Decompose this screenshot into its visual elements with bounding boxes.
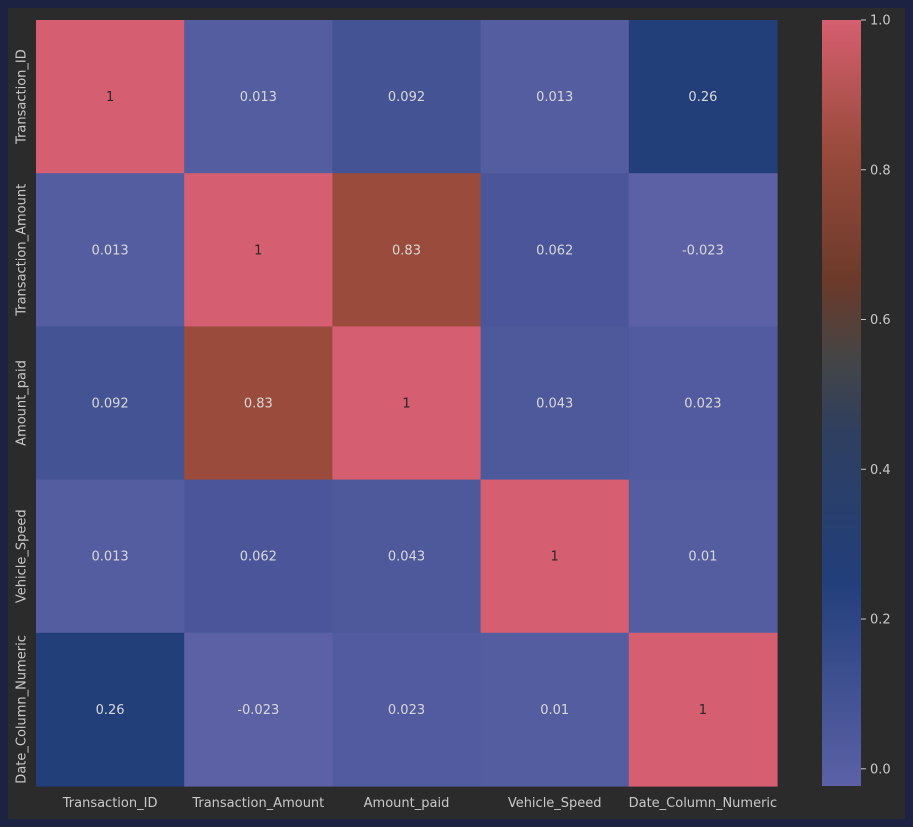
heatmap-cell-value: 1 bbox=[254, 243, 262, 258]
y-tick-label: Transaction_Amount bbox=[15, 184, 30, 317]
heatmap-cell-value: 0.043 bbox=[536, 397, 573, 412]
heatmap-cell-value: 0.092 bbox=[91, 397, 128, 412]
heatmap-cell bbox=[36, 479, 185, 634]
x-tick-label: Transaction_Amount bbox=[191, 796, 324, 811]
heatmap-cell bbox=[36, 632, 185, 787]
heatmap-cell-value: 0.83 bbox=[392, 243, 421, 258]
heatmap-cell bbox=[36, 173, 185, 327]
heatmap-cell bbox=[184, 173, 333, 327]
heatmap-cell-value: 0.013 bbox=[91, 550, 128, 565]
heatmap-cell bbox=[480, 326, 630, 481]
colorbar-tick-label: 0.4 bbox=[870, 463, 891, 478]
heatmap-cell-value: 0.013 bbox=[536, 90, 573, 105]
heatmap-cell bbox=[332, 632, 482, 787]
colorbar-gradient bbox=[822, 20, 861, 786]
heatmap-cell-value: 1 bbox=[402, 397, 410, 412]
heatmap-cell-value: 0.043 bbox=[388, 550, 425, 565]
heatmap-cell bbox=[628, 20, 778, 174]
heatmap-cell-value: 0.83 bbox=[244, 397, 273, 412]
heatmap-cell-value: 0.013 bbox=[240, 90, 277, 105]
colorbar-tick-label: 0.6 bbox=[870, 313, 891, 328]
colorbar-tick-label: 0.8 bbox=[870, 163, 891, 178]
heatmap-cell bbox=[628, 173, 778, 327]
heatmap-cell bbox=[184, 326, 333, 481]
heatmap-cell-value: 1 bbox=[106, 90, 114, 105]
heatmap-cell bbox=[36, 326, 185, 481]
heatmap-cell bbox=[184, 20, 333, 174]
heatmap-cell-value: -0.023 bbox=[237, 703, 279, 718]
heatmap-cell-value: 0.062 bbox=[240, 550, 277, 565]
y-axis-tick-labels: Transaction_ID Transaction_Amount Amount_p… bbox=[15, 49, 30, 783]
colorbar: 0.0 0.2 0.4 0.6 0.8 1.0 bbox=[822, 14, 891, 786]
x-tick-label: Amount_paid bbox=[364, 796, 450, 811]
heatmap-cell-value: 0.023 bbox=[388, 703, 425, 718]
heatmap-cell-value: 0.023 bbox=[684, 397, 721, 412]
heatmap-cell bbox=[332, 326, 482, 481]
y-tick-label: Transaction_ID bbox=[15, 49, 30, 145]
heatmap-cell bbox=[332, 173, 482, 327]
heatmap-annotations: 1 0.013 0.092 0.013 0.26 0.013 1 0.83 0.062 -0.02… bbox=[91, 90, 723, 718]
heatmap-cell-value: -0.023 bbox=[682, 243, 724, 258]
heatmap-cell bbox=[184, 632, 333, 787]
heatmap-cell bbox=[480, 173, 630, 327]
colorbar-tick-label: 0.0 bbox=[870, 762, 891, 777]
y-tick-label: Date_Column_Numeric bbox=[15, 635, 30, 784]
heatmap-cell-value: 0.092 bbox=[388, 90, 425, 105]
colorbar-tick-label: 0.2 bbox=[870, 613, 891, 628]
heatmap-cell-value: 0.26 bbox=[688, 90, 717, 105]
heatmap-cell bbox=[628, 326, 778, 481]
heatmap-cells bbox=[36, 20, 778, 787]
heatmap-cell-value: 0.01 bbox=[688, 550, 717, 565]
heatmap-cell-value: 0.013 bbox=[91, 243, 128, 258]
heatmap-cell-value: 0.01 bbox=[540, 703, 569, 718]
heatmap-cell bbox=[480, 479, 630, 634]
heatmap-cell-value: 1 bbox=[699, 703, 707, 718]
heatmap-cell-value: 0.062 bbox=[536, 243, 573, 258]
correlation-heatmap: 1 0.013 0.092 0.013 0.26 0.013 1 0.83 0.062 -0.02… bbox=[15, 14, 891, 812]
x-tick-label: Vehicle_Speed bbox=[508, 796, 602, 811]
heatmap-cell bbox=[628, 632, 778, 787]
heatmap-figure: 1 0.013 0.092 0.013 0.26 0.013 1 0.83 0.062 -0.02… bbox=[8, 8, 905, 819]
y-tick-label: Vehicle_Speed bbox=[15, 509, 30, 603]
heatmap-cell bbox=[184, 479, 333, 634]
heatmap-cell bbox=[332, 479, 482, 634]
x-tick-label: Transaction_ID bbox=[62, 796, 158, 811]
y-tick-label: Amount_paid bbox=[15, 360, 30, 446]
heatmap-cell-value: 1 bbox=[551, 550, 559, 565]
heatmap-cell bbox=[628, 479, 778, 634]
heatmap-cell bbox=[480, 632, 630, 787]
heatmap-cell bbox=[36, 20, 185, 174]
x-axis-tick-labels: Transaction_ID Transaction_Amount Amount_p… bbox=[62, 796, 777, 811]
heatmap-cell bbox=[480, 20, 630, 174]
heatmap-cell bbox=[332, 20, 482, 174]
heatmap-cell-value: 0.26 bbox=[96, 703, 125, 718]
x-tick-label: Date_Column_Numeric bbox=[629, 796, 778, 811]
colorbar-tick-label: 1.0 bbox=[870, 14, 891, 29]
